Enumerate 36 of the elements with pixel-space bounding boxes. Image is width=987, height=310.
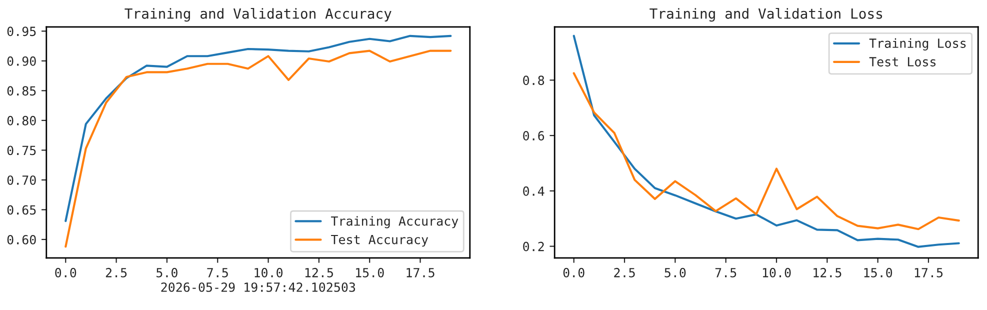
y-tick-label: 0.95 (7, 26, 36, 36)
x-tick-label: 0.0 (563, 268, 584, 278)
y-tick-label: 0.70 (7, 175, 36, 185)
x-tick-label: 15.0 (356, 268, 384, 278)
x-tick-label: 10.0 (762, 268, 791, 278)
x-tick-label: 12.5 (305, 268, 333, 278)
y-tick-label: 0.6 (523, 131, 544, 140)
y-tick-label: 0.80 (7, 116, 36, 126)
line-series (572, 72, 960, 230)
chart-title: Training and Validation Accuracy (124, 8, 392, 22)
x-tick-label: 10.0 (254, 268, 283, 278)
y-tick-label: 0.90 (7, 56, 36, 66)
legend-label: Test Accuracy (331, 234, 428, 247)
x-tick-label: 17.5 (914, 268, 943, 278)
y-tick-label: 0.2 (523, 242, 544, 252)
x-tick-label: 7.5 (715, 268, 736, 278)
y-tick-label: 0.8 (523, 76, 544, 86)
y-tick-label: 0.60 (7, 234, 36, 244)
legend-label: Test Loss (869, 57, 936, 66)
y-tick-label: 0.4 (523, 186, 544, 196)
text: 2026-05-29 19:57:42.102503 (161, 282, 356, 292)
x-tick-label: 2.5 (106, 268, 127, 278)
y-tick-label: 0.85 (7, 86, 36, 96)
x-tick-label: 12.5 (814, 268, 842, 278)
x-tick-label: 7.5 (207, 268, 228, 278)
x-tick-label: 0.0 (55, 268, 76, 278)
y-tick-label: 0.65 (7, 205, 36, 215)
x-tick-label: 17.5 (406, 268, 434, 278)
y-tick-label: 0.75 (7, 146, 36, 156)
legend-label: Training Accuracy (331, 216, 458, 228)
x-tick-label: 2.5 (614, 268, 635, 278)
legend-label: Training Loss (869, 38, 966, 50)
chart-title: Training and Validation Loss (650, 8, 882, 22)
x-tick-label: 5.0 (664, 268, 686, 278)
x-tick-label: 15.0 (864, 268, 892, 278)
x-tick-label: 5.0 (156, 268, 178, 278)
